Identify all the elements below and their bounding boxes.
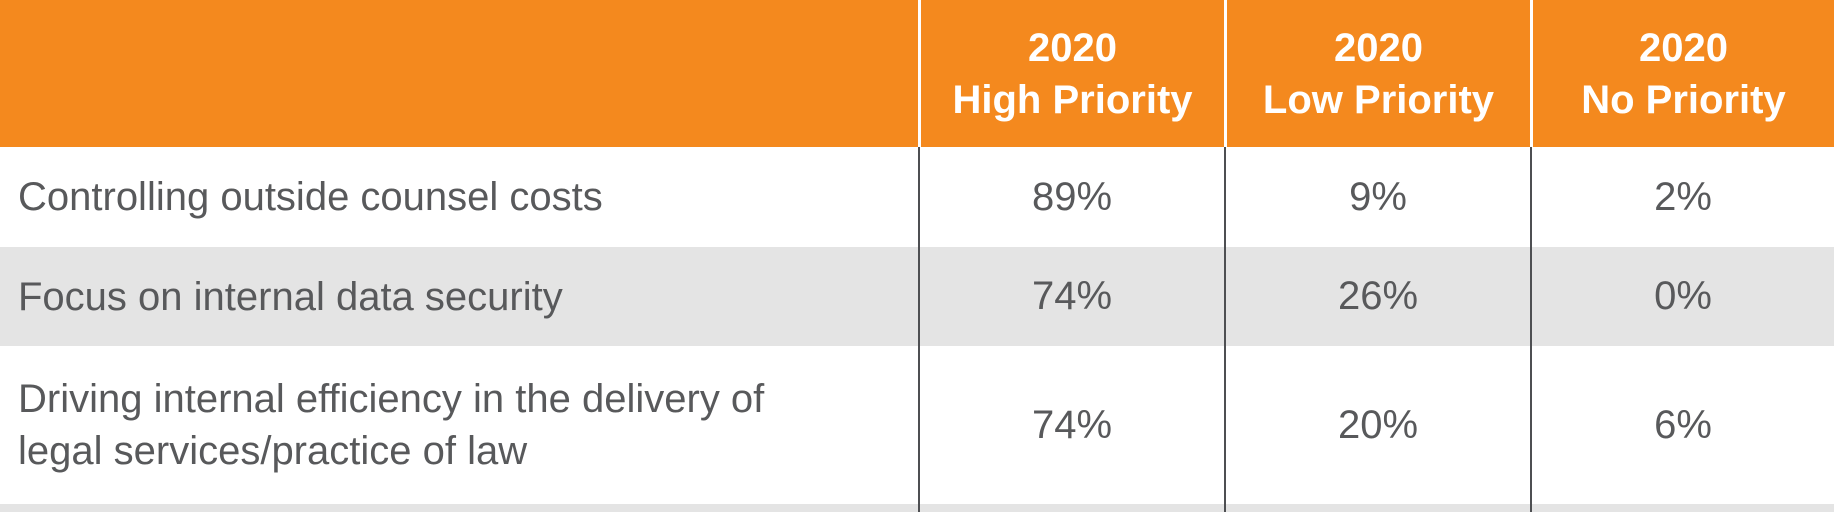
header-year: 2020 xyxy=(1639,25,1728,70)
cell-no-priority: 2% xyxy=(1530,147,1834,247)
header-year: 2020 xyxy=(1334,25,1423,70)
header-label: Low Priority xyxy=(1262,77,1495,122)
cell-high-priority: 89% xyxy=(918,147,1224,247)
header-corner-cell xyxy=(0,0,918,147)
table-row: Controlling outside counsel costs 89% 9%… xyxy=(0,147,1834,247)
row-label xyxy=(0,504,918,512)
table-header-row: 2020 High Priority 2020 Low Priority 202… xyxy=(0,0,1834,147)
cell-high-priority: 74% xyxy=(918,346,1224,504)
cell-low-priority: 9% xyxy=(1224,147,1530,247)
row-label: Driving internal efficiency in the deliv… xyxy=(0,346,918,504)
header-high-priority: 2020 High Priority xyxy=(918,0,1224,147)
cell-no-priority: 6% xyxy=(1530,346,1834,504)
cell-low-priority xyxy=(1224,504,1530,512)
table-row: Focus on internal data security 74% 26% … xyxy=(0,247,1834,346)
cell-low-priority: 20% xyxy=(1224,346,1530,504)
header-no-priority: 2020 No Priority xyxy=(1530,0,1834,147)
table-row: Driving internal efficiency in the deliv… xyxy=(0,346,1834,504)
cell-no-priority: 0% xyxy=(1530,247,1834,346)
cell-high-priority: 74% xyxy=(918,247,1224,346)
row-label-text: Driving internal efficiency in the deliv… xyxy=(18,377,765,473)
cell-no-priority xyxy=(1530,504,1834,512)
header-low-priority: 2020 Low Priority xyxy=(1224,0,1530,147)
header-year: 2020 xyxy=(1028,25,1117,70)
row-label: Controlling outside counsel costs xyxy=(0,147,918,247)
row-label-text: Controlling outside counsel costs xyxy=(18,175,603,219)
cell-low-priority: 26% xyxy=(1224,247,1530,346)
header-label: No Priority xyxy=(1581,77,1786,122)
header-label: High Priority xyxy=(952,77,1193,122)
row-label-text: Focus on internal data security xyxy=(18,274,563,319)
cell-high-priority xyxy=(918,504,1224,512)
table-row-partial-cutoff xyxy=(0,504,1834,512)
row-label: Focus on internal data security xyxy=(0,247,918,346)
